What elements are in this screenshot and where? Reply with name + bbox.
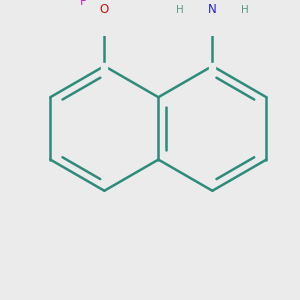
Text: H: H xyxy=(241,5,249,15)
Text: H: H xyxy=(176,5,184,15)
Text: O: O xyxy=(100,3,109,16)
Text: N: N xyxy=(208,3,217,16)
Text: F: F xyxy=(80,0,86,8)
